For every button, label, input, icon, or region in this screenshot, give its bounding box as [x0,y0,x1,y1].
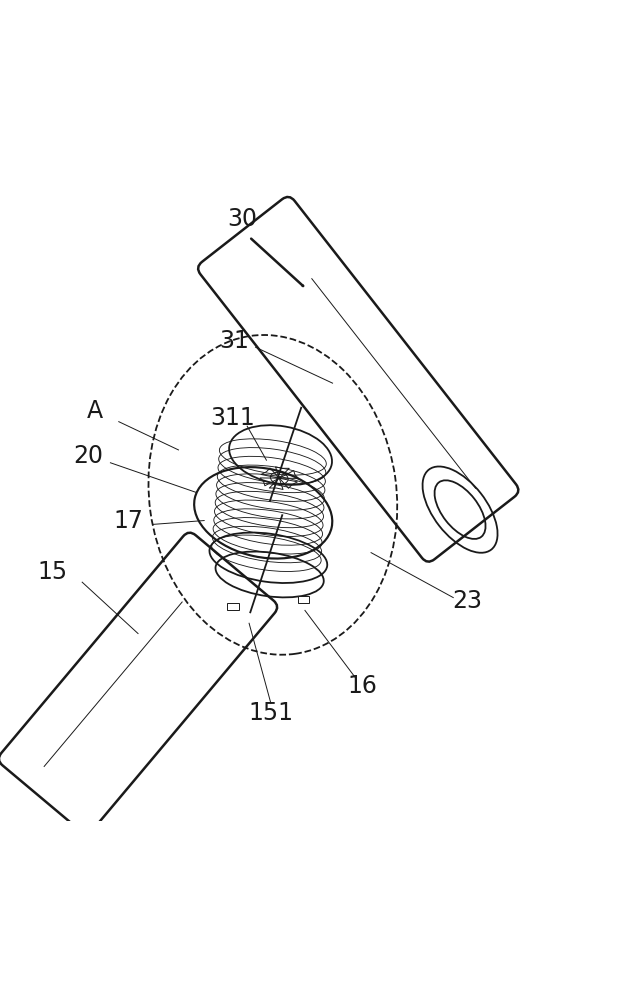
FancyBboxPatch shape [0,533,277,833]
Text: 30: 30 [228,207,257,231]
FancyBboxPatch shape [227,603,239,610]
Text: 17: 17 [114,509,143,533]
Text: 23: 23 [453,589,482,613]
Text: 311: 311 [210,406,255,430]
Text: 16: 16 [348,674,377,698]
FancyBboxPatch shape [298,596,309,603]
Text: 151: 151 [248,701,293,725]
Text: A: A [87,399,103,423]
FancyBboxPatch shape [198,197,518,562]
Text: 31: 31 [220,329,249,353]
Text: 20: 20 [74,444,103,468]
Text: 15: 15 [38,560,67,584]
